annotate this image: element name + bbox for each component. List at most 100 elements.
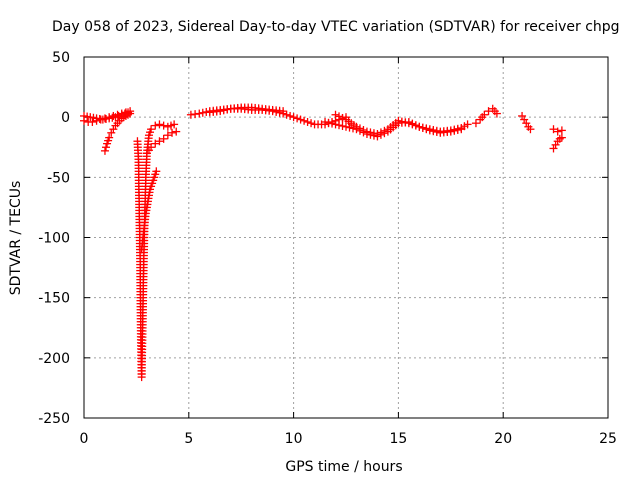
data-point	[303, 117, 312, 126]
data-point	[155, 137, 164, 146]
data-point	[404, 119, 413, 128]
data-point	[549, 144, 558, 153]
data-point	[159, 121, 168, 130]
data-point	[105, 133, 114, 142]
data-point	[401, 118, 410, 127]
data-point	[553, 127, 562, 136]
data-point	[216, 107, 225, 116]
data-point	[380, 126, 389, 135]
data-point	[376, 128, 385, 137]
x-tick-label: 25	[599, 431, 617, 447]
data-point	[282, 110, 291, 119]
data-point	[338, 121, 347, 130]
x-tick-label: 15	[389, 431, 407, 447]
x-axis-label: GPS time / hours	[285, 459, 402, 475]
y-tick-label: -150	[38, 291, 70, 307]
data-point	[147, 143, 156, 152]
data-point	[549, 125, 558, 134]
data-point	[155, 120, 164, 129]
data-point	[293, 114, 302, 123]
data-point	[168, 128, 177, 137]
data-point	[219, 106, 228, 115]
data-point	[345, 123, 354, 132]
data-point	[369, 129, 378, 138]
data-point	[551, 140, 560, 149]
data-point	[300, 116, 309, 125]
grid-lines	[84, 57, 608, 418]
data-point	[159, 134, 168, 143]
data-point	[324, 118, 333, 127]
y-axis-label: SDTVAR / TECUs	[8, 181, 24, 296]
axis-ticks: 0 5 10 15 20 25 -250 -200 -150 -100 -50 0 50	[38, 50, 617, 447]
y-tick-label: 0	[61, 110, 70, 126]
data-point	[522, 119, 531, 128]
y-tick-label: -250	[38, 411, 70, 427]
data-point	[352, 122, 361, 131]
data-point	[198, 108, 207, 117]
data-point	[450, 126, 459, 135]
chart-title: Day 058 of 2023, Sidereal Day-to-day VTE…	[52, 19, 620, 35]
data-point	[415, 122, 424, 131]
x-tick-label: 0	[80, 431, 89, 447]
data-point	[279, 107, 288, 116]
data-point	[151, 121, 160, 130]
y-tick-label: 50	[52, 50, 70, 66]
data-point	[107, 128, 116, 137]
y-tick-label: -200	[38, 351, 70, 367]
data-point	[518, 111, 527, 120]
data-point	[557, 126, 566, 135]
data-point	[394, 116, 403, 125]
data-point	[331, 120, 340, 129]
data-point	[100, 146, 109, 155]
data-point	[557, 133, 566, 142]
y-tick-label: -100	[38, 231, 70, 247]
data-point	[480, 110, 489, 119]
data-point	[172, 127, 181, 136]
data-point	[321, 117, 330, 126]
data-point	[425, 126, 434, 135]
x-tick-label: 10	[285, 431, 303, 447]
data-point	[335, 121, 344, 130]
data-point	[348, 124, 357, 133]
data-point	[359, 126, 368, 135]
data-point	[492, 109, 501, 118]
data-point	[446, 127, 455, 136]
data-point	[328, 119, 337, 128]
data-point	[355, 124, 364, 133]
data-point	[411, 121, 420, 130]
data-point	[408, 120, 417, 129]
data-point	[151, 139, 160, 148]
data-point	[373, 130, 382, 139]
data-point	[429, 127, 438, 136]
data-point	[147, 125, 156, 134]
x-tick-label: 20	[494, 431, 512, 447]
data-point	[520, 115, 529, 124]
data-point	[422, 125, 431, 134]
data-point	[338, 113, 347, 122]
data-point	[362, 127, 371, 136]
data-point	[102, 143, 111, 152]
data-point	[366, 128, 375, 137]
data-point	[109, 125, 118, 134]
data-point	[223, 105, 232, 114]
data-point	[397, 117, 406, 126]
data-point	[296, 115, 305, 124]
data-point	[453, 126, 462, 135]
data-point	[289, 113, 298, 122]
data-point	[170, 120, 179, 129]
x-tick-label: 5	[184, 431, 193, 447]
data-point	[418, 123, 427, 132]
data-point	[342, 122, 350, 131]
data-point	[126, 109, 135, 118]
data-point	[335, 112, 344, 121]
data-point	[331, 110, 340, 119]
data-point	[88, 117, 97, 126]
y-tick-label: -50	[47, 170, 70, 186]
data-point	[526, 125, 535, 134]
data-point	[432, 128, 441, 137]
data-point	[457, 125, 466, 134]
data-point	[195, 109, 204, 118]
plot-frame	[83, 56, 609, 419]
data-point	[152, 167, 161, 176]
